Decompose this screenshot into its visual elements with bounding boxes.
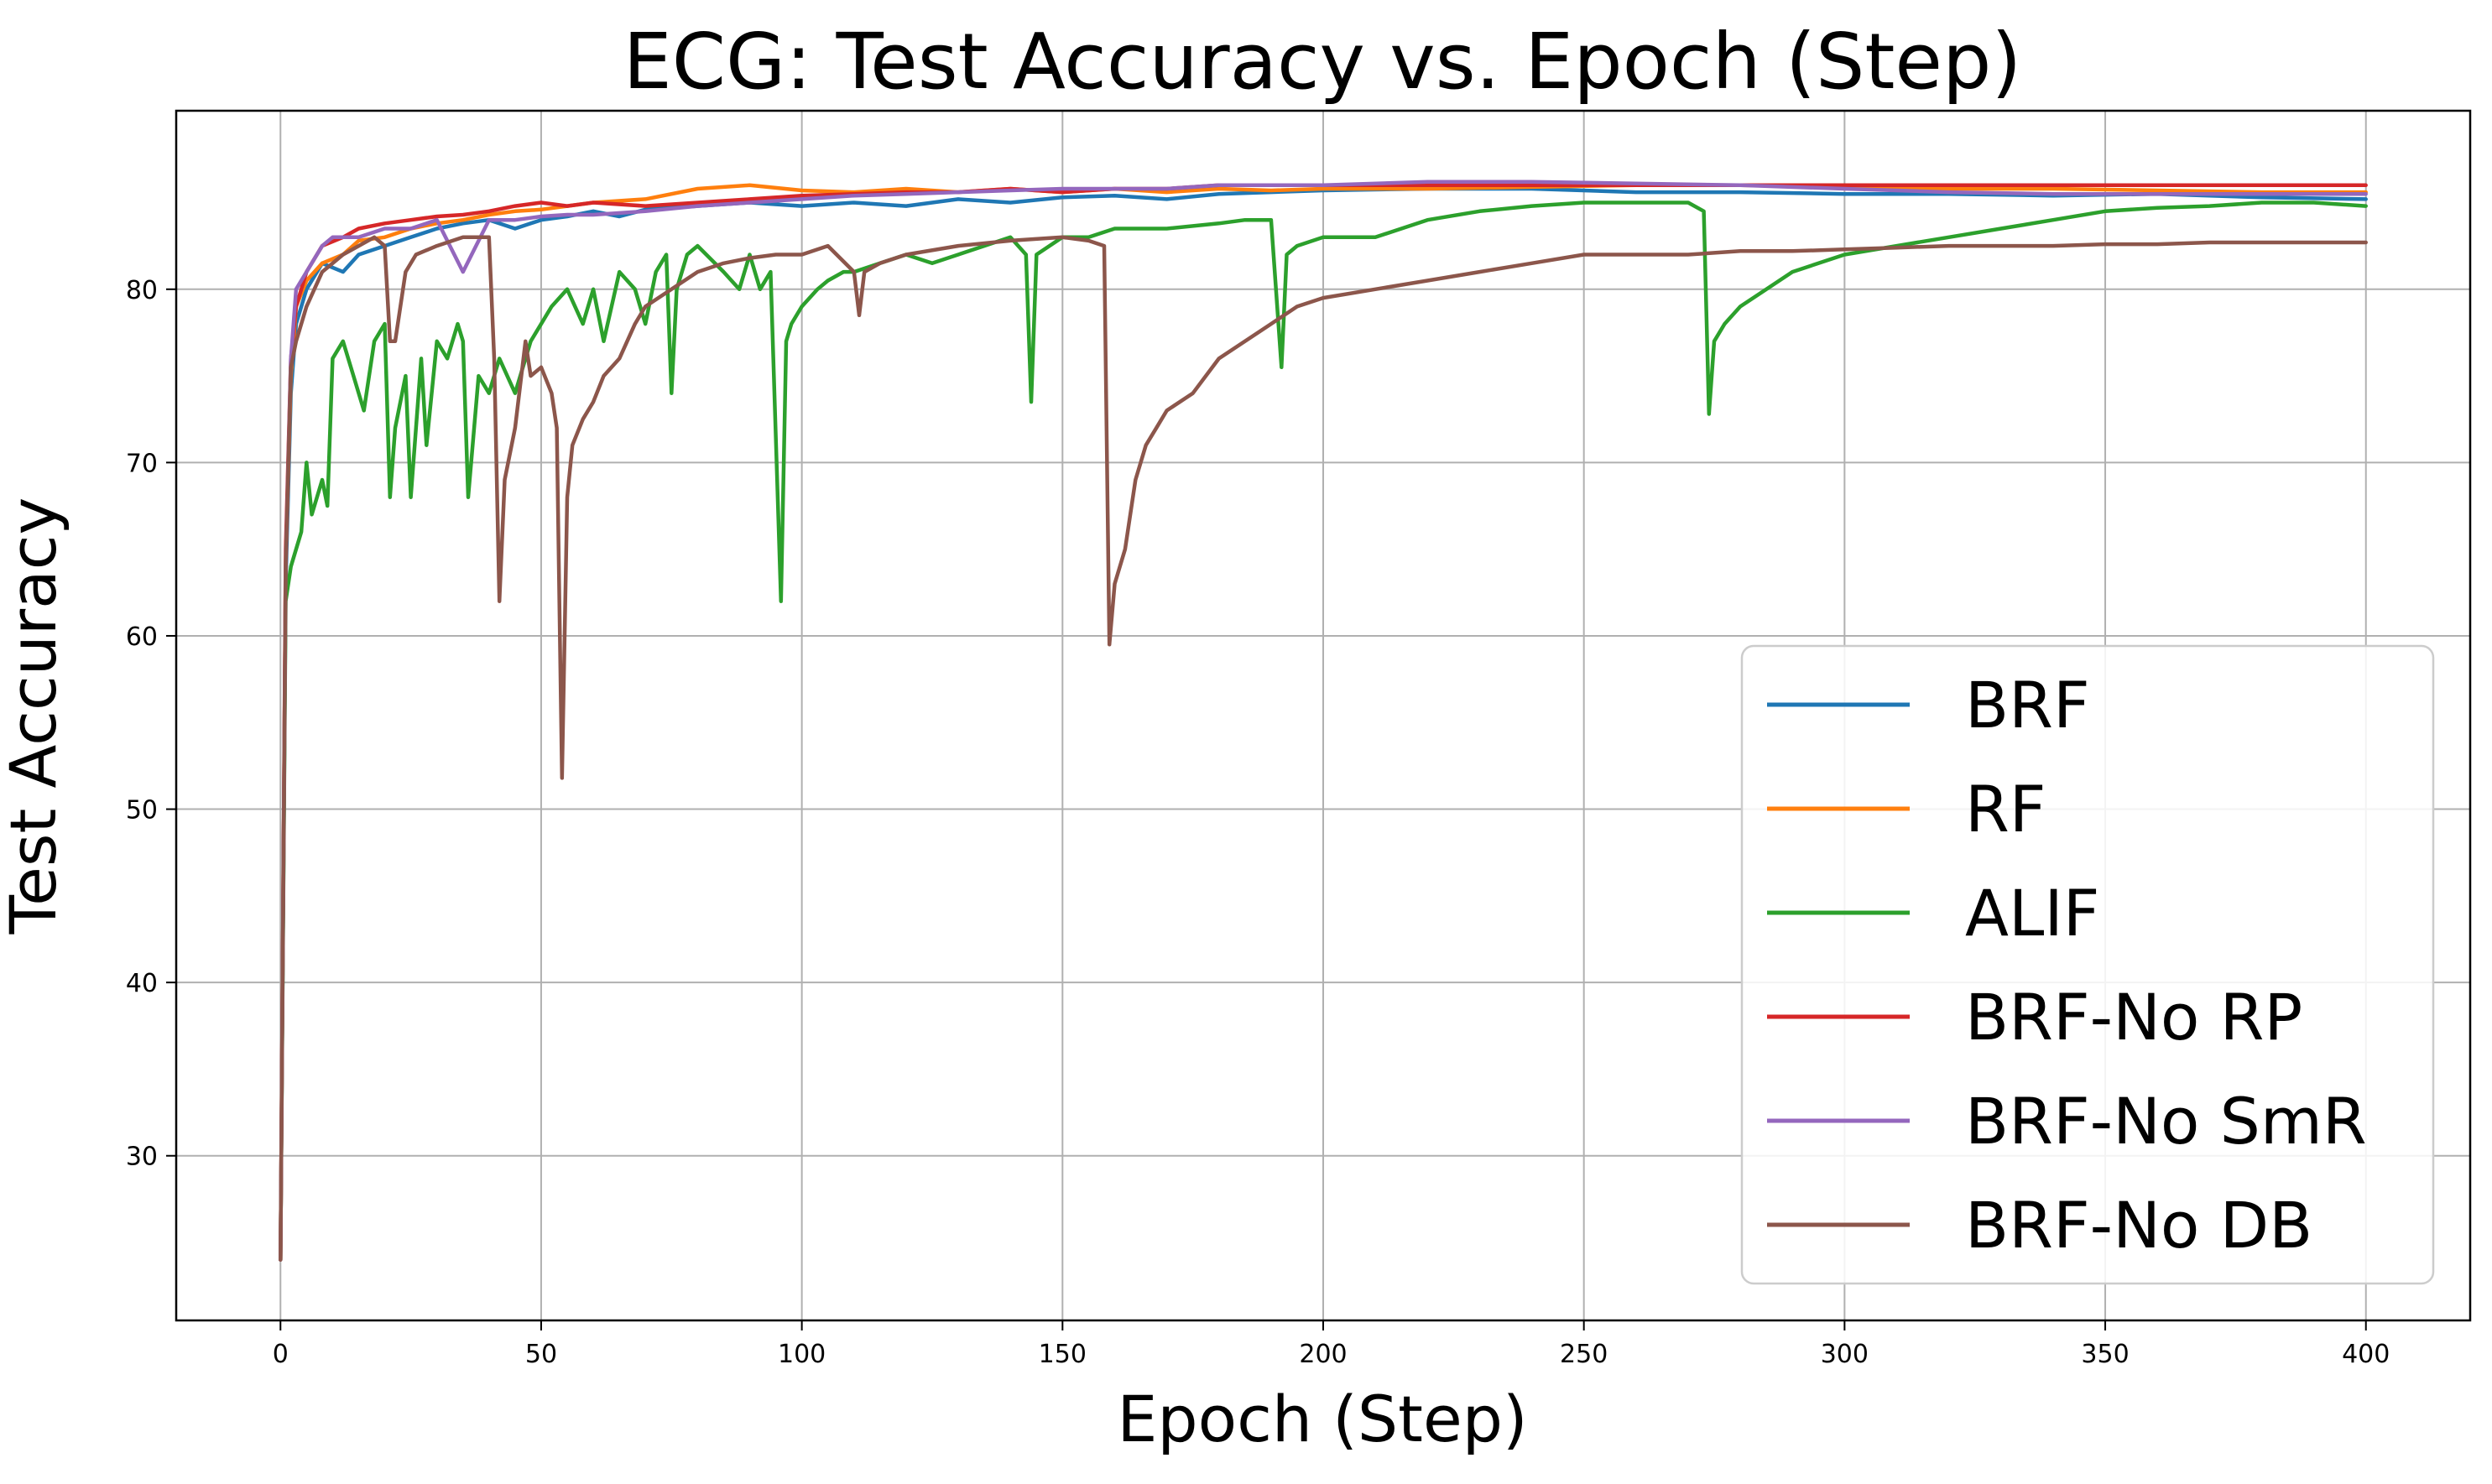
legend-label: BRF-No DB	[1965, 1188, 2312, 1263]
series-line-5	[279, 180, 2368, 1262]
series-line-1	[279, 186, 2368, 1262]
y-tick-label: 60	[126, 622, 158, 652]
x-axis-ticks: 0 50 100 150 200 250 300 350 400	[273, 1320, 2390, 1369]
legend: BRF RF ALIF BRF-No RP BRF-No SmR BRF-No DB	[1740, 644, 2435, 1285]
legend-label: BRF-No SmR	[1965, 1084, 2367, 1159]
x-tick-label: 200	[1299, 1340, 1347, 1369]
chart-title: ECG: Test Accuracy vs. Epoch (Step)	[623, 17, 2022, 107]
legend-box	[1740, 644, 2435, 1285]
x-tick-label: 250	[1560, 1340, 1608, 1369]
x-tick-label: 300	[1821, 1340, 1869, 1369]
y-tick-label: 70	[126, 449, 158, 478]
x-tick-label: 350	[2081, 1340, 2129, 1369]
legend-label: BRF-No RP	[1965, 980, 2302, 1054]
legend-label: BRF	[1965, 668, 2090, 742]
legend-label: RF	[1965, 772, 2046, 846]
y-axis-label: Test Accuracy	[0, 497, 70, 935]
y-tick-label: 50	[126, 796, 158, 825]
x-tick-label: 100	[778, 1340, 826, 1369]
y-tick-label: 30	[126, 1143, 158, 1172]
series-lines	[279, 180, 2368, 1262]
x-tick-label: 50	[525, 1340, 557, 1369]
legend-label: ALIF	[1965, 876, 2099, 950]
series-line-6	[279, 235, 2368, 1262]
x-tick-label: 0	[273, 1340, 289, 1369]
y-tick-label: 80	[126, 276, 158, 305]
x-tick-label: 150	[1039, 1340, 1087, 1369]
x-axis-label: Epoch (Step)	[1117, 1382, 1527, 1456]
y-tick-label: 40	[126, 969, 158, 998]
x-tick-label: 400	[2342, 1340, 2390, 1369]
series-line-3	[279, 200, 2368, 1262]
y-axis-ticks: 30 40 50 60 70 80	[126, 276, 176, 1172]
